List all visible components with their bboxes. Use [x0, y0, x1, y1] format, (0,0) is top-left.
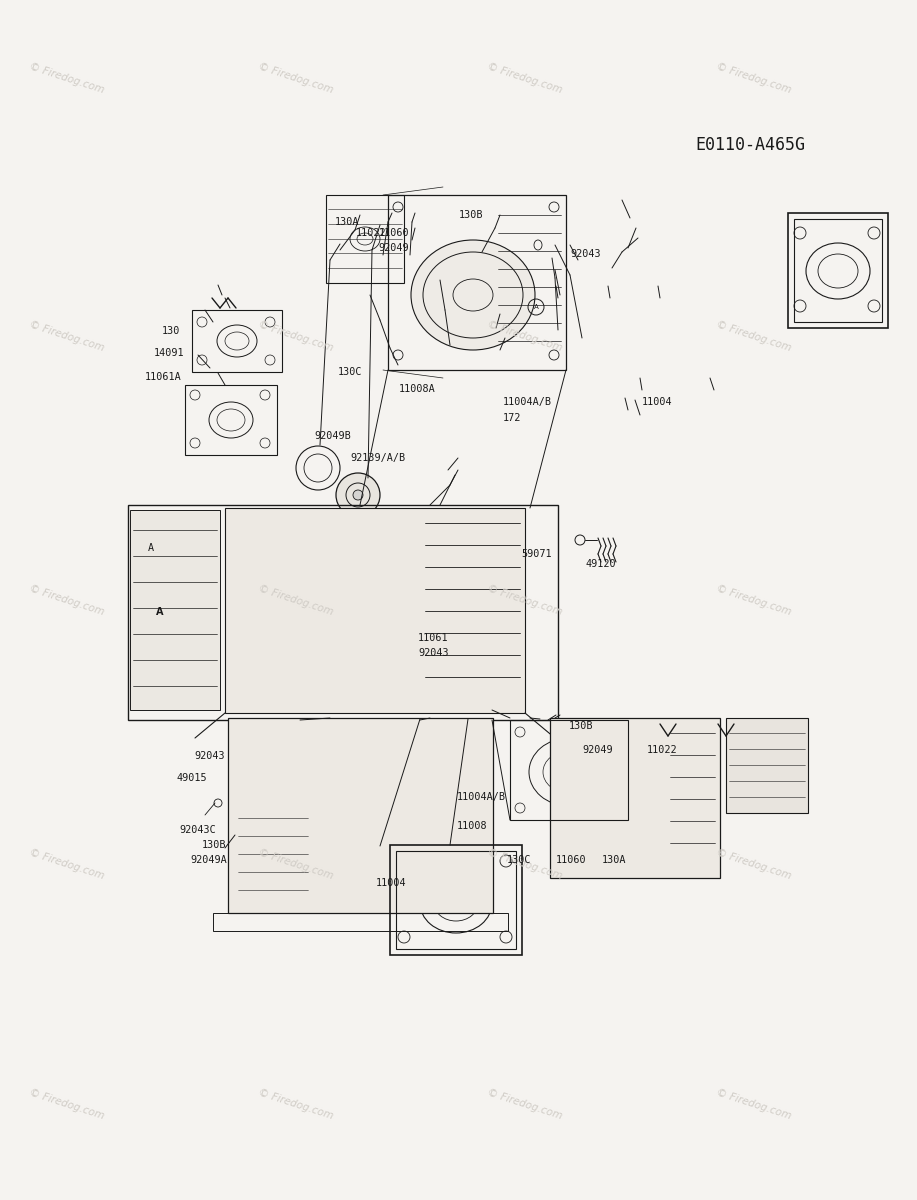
Text: 92049: 92049 — [379, 244, 409, 253]
Text: 11004: 11004 — [642, 397, 672, 407]
Ellipse shape — [411, 240, 535, 350]
Text: © Firedog.com: © Firedog.com — [486, 1087, 564, 1121]
Text: © Firedog.com: © Firedog.com — [28, 319, 105, 353]
Text: © Firedog.com: © Firedog.com — [715, 1087, 793, 1121]
Text: © Firedog.com: © Firedog.com — [257, 583, 335, 617]
Text: 92043: 92043 — [194, 751, 225, 761]
Text: 14091: 14091 — [154, 348, 184, 358]
Text: 130C: 130C — [507, 856, 532, 865]
Bar — [550, 718, 720, 878]
Text: © Firedog.com: © Firedog.com — [486, 847, 564, 881]
Text: 130B: 130B — [569, 721, 593, 731]
Text: 11061: 11061 — [418, 634, 448, 643]
Text: E0110-A465G: E0110-A465G — [695, 136, 805, 154]
Ellipse shape — [353, 490, 363, 500]
Text: 11004: 11004 — [376, 878, 406, 888]
Text: © Firedog.com: © Firedog.com — [715, 847, 793, 881]
Text: 92049B: 92049B — [315, 431, 351, 440]
Text: 49120: 49120 — [585, 559, 615, 569]
Text: 11004A/B: 11004A/B — [503, 397, 551, 407]
Bar — [185, 385, 277, 455]
Text: 11004A/B: 11004A/B — [457, 792, 505, 802]
Text: A: A — [149, 544, 154, 553]
Text: 130B: 130B — [458, 210, 483, 220]
Text: © Firedog.com: © Firedog.com — [715, 583, 793, 617]
Text: © Firedog.com: © Firedog.com — [257, 319, 335, 353]
Text: 92049: 92049 — [582, 745, 613, 755]
Text: 130C: 130C — [337, 367, 362, 377]
Text: © Firedog.com: © Firedog.com — [257, 61, 335, 95]
Text: © Firedog.com: © Firedog.com — [257, 847, 335, 881]
Text: 11008: 11008 — [457, 821, 487, 830]
Bar — [396, 851, 516, 949]
Text: © Firedog.com: © Firedog.com — [28, 61, 105, 95]
Text: 11022: 11022 — [356, 228, 386, 238]
Bar — [794, 218, 882, 322]
Bar — [130, 510, 220, 710]
Text: 11060: 11060 — [379, 228, 409, 238]
Text: © Firedog.com: © Firedog.com — [715, 61, 793, 95]
Bar — [192, 310, 282, 372]
Text: © Firedog.com: © Firedog.com — [486, 319, 564, 353]
Text: 130: 130 — [161, 326, 180, 336]
Bar — [726, 718, 808, 814]
Bar — [225, 508, 525, 713]
Text: 92043C: 92043C — [180, 826, 216, 835]
Text: 59071: 59071 — [521, 550, 551, 559]
Text: 11061A: 11061A — [145, 372, 182, 382]
Text: 49015: 49015 — [177, 773, 207, 782]
Text: © Firedog.com: © Firedog.com — [715, 319, 793, 353]
Text: 130A: 130A — [602, 856, 626, 865]
Text: 92043: 92043 — [570, 250, 601, 259]
Text: 92049A: 92049A — [191, 856, 227, 865]
Text: © Firedog.com: © Firedog.com — [28, 583, 105, 617]
Bar — [128, 505, 558, 720]
Text: A: A — [534, 304, 538, 310]
Text: 92139/A/B: 92139/A/B — [350, 454, 405, 463]
Text: © Firedog.com: © Firedog.com — [28, 1087, 105, 1121]
Text: A: A — [156, 607, 164, 617]
Bar — [510, 720, 628, 820]
Text: © Firedog.com: © Firedog.com — [486, 61, 564, 95]
Bar — [228, 718, 493, 913]
Text: 130B: 130B — [202, 840, 226, 850]
Text: 11022: 11022 — [646, 745, 677, 755]
Text: 92043: 92043 — [418, 648, 448, 658]
Text: 130A: 130A — [335, 217, 359, 227]
Text: © Firedog.com: © Firedog.com — [28, 847, 105, 881]
Text: 11060: 11060 — [556, 856, 586, 865]
Bar — [388, 194, 566, 370]
Ellipse shape — [567, 751, 683, 854]
Ellipse shape — [336, 473, 380, 517]
Text: © Firedog.com: © Firedog.com — [486, 583, 564, 617]
Text: © Firedog.com: © Firedog.com — [257, 1087, 335, 1121]
Ellipse shape — [282, 556, 438, 700]
Text: 172: 172 — [503, 413, 521, 422]
Bar — [788, 214, 888, 328]
Bar — [390, 845, 522, 955]
Bar — [326, 194, 404, 283]
Text: 11008A: 11008A — [399, 384, 436, 394]
